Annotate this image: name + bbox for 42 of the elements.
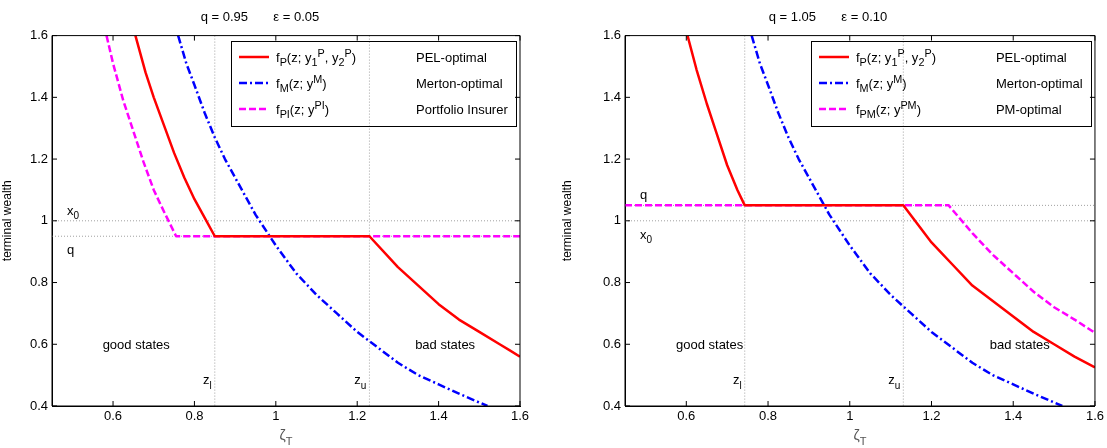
x-tick-label: 0.8 (758, 408, 778, 424)
x-tick-label: 1.6 (1085, 408, 1104, 424)
annotation: good states (102, 337, 171, 353)
y-tick-label: 0.8 (29, 274, 48, 290)
y-tick-label: 1.2 (29, 150, 48, 166)
ref-line-label: q (67, 242, 75, 258)
chart-title: q = 0.95 ε = 0.05 (200, 9, 320, 25)
y-tick-label: 0.6 (602, 335, 621, 351)
legend-label: f$_{M}$(z; y$^{M}$) Merton-optimal (276, 72, 504, 97)
legend-label: f$_{PM}$(z; y$^{PM}$) PM-optimal (855, 98, 1063, 123)
x-tick-label: 0.6 (104, 408, 123, 424)
annotation: good states (675, 337, 744, 353)
legend-label: f$_{PI}$(z; y$^{PI}$) Portfolio Insurer (276, 98, 508, 123)
y-tick-label: 1.4 (29, 88, 48, 104)
chart-title: q = 1.05 ε = 0.10 (768, 9, 888, 25)
y-tick-label: 1.2 (602, 150, 621, 166)
y-tick-label: 0.8 (602, 274, 621, 290)
legend-label: f$_{M}$(z; y$^{M}$) Merton-optimal (855, 72, 1083, 97)
x-tick-label: 1.2 (922, 408, 941, 424)
x-tick-label: 1.6 (510, 408, 530, 424)
x-tick-label: 0.8 (185, 408, 204, 424)
y-tick-label: 1.4 (602, 88, 621, 104)
y-tick-label: 1.6 (29, 27, 48, 43)
x-tick-label: 0.6 (677, 408, 696, 424)
text: f$_{P}$(z; y$_{1}$$^{P}$, y$_{2}$$^{P}$) PEL-optimal (276, 47, 487, 69)
x-tick-label: 1.4 (429, 408, 448, 424)
x-tick-label: 1 (846, 408, 854, 424)
annotation: bad states (415, 337, 476, 353)
y-tick-label: 0.6 (29, 335, 48, 351)
annotation: bad states (989, 337, 1051, 353)
y-tick-label: 1 (613, 212, 621, 228)
y-tick-label: 0.4 (602, 397, 621, 413)
x-tick-label: 1 (272, 408, 280, 424)
y-tick-label: 1.6 (602, 27, 621, 43)
y-axis-title: terminal wealth (559, 180, 574, 262)
text: f$_{P}$(z; y$_{1}$$^{P}$, y$_{2}$$^{P}$) PEL-optimal (855, 47, 1067, 69)
ref-line-label: q (640, 187, 648, 203)
x-tick-label: 1.2 (348, 408, 367, 424)
y-tick-label: 1 (40, 212, 48, 228)
y-tick-label: 0.4 (29, 397, 48, 413)
y-axis-title: terminal wealth (0, 180, 14, 262)
x-tick-label: 1.4 (1004, 408, 1023, 424)
